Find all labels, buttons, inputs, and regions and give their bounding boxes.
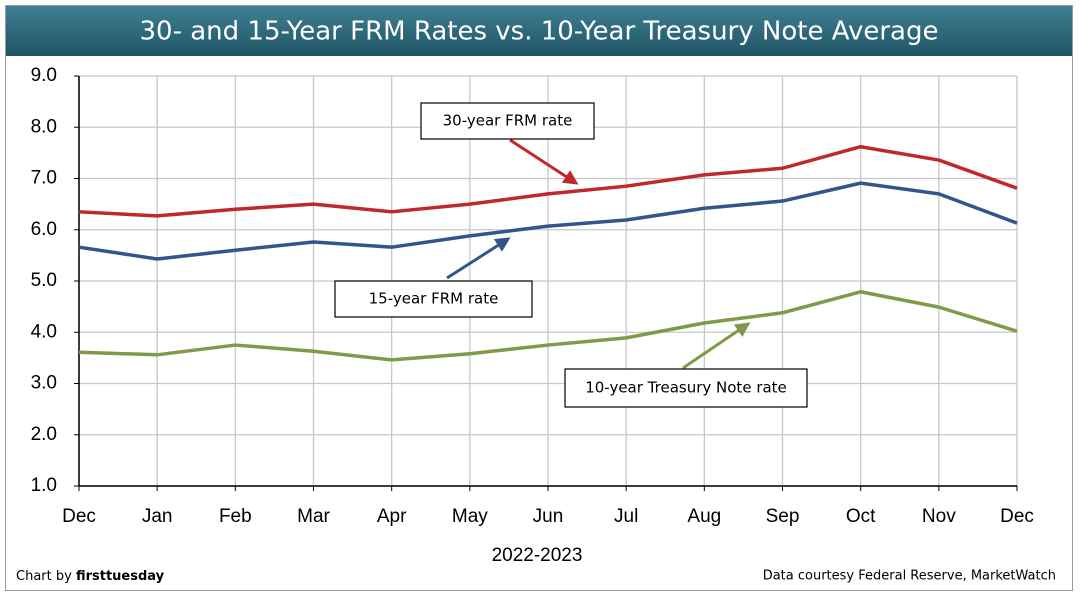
chart-title: 30- and 15-Year FRM Rates vs. 10-Year Tr… (140, 17, 939, 47)
callout-arrow (446, 237, 511, 280)
series-line (78, 181, 1018, 261)
y-tick-label: 9.0 (31, 65, 57, 86)
callout-arrow (509, 138, 579, 185)
x-tick-label: Jul (614, 506, 638, 527)
callout-box (420, 102, 595, 140)
series-line (78, 144, 1018, 218)
y-tick-label: 8.0 (31, 116, 57, 137)
x-tick-label: Mar (297, 506, 330, 527)
x-tick-label: Sep (766, 506, 800, 527)
x-tick-label: Nov (922, 506, 956, 527)
y-tick-label: 5.0 (31, 270, 57, 291)
callout-label: 10-year Treasury Note rate (585, 379, 787, 397)
credit-prefix: Chart by (16, 569, 72, 584)
x-tick-label: Aug (687, 506, 721, 527)
x-axis-label: 2022-2023 (492, 545, 583, 566)
callout-arrow (682, 322, 751, 370)
series-line (78, 290, 1018, 362)
y-tick-label: 6.0 (31, 219, 57, 240)
y-tick-label: 7.0 (31, 168, 57, 189)
callout-label: 15-year FRM rate (369, 290, 499, 308)
callout-box (564, 368, 808, 408)
credit-name: firsttuesday (76, 569, 165, 584)
y-tick-label: 4.0 (31, 321, 57, 342)
frame (5, 5, 1073, 591)
x-tick-label: May (452, 506, 488, 527)
y-tick-label: 1.0 (31, 475, 57, 496)
x-tick-label: Dec (62, 506, 96, 527)
x-tick-label: Oct (846, 506, 876, 527)
x-tick-label: Apr (377, 506, 407, 527)
x-tick-label: Feb (219, 506, 252, 527)
source: Data courtesy Federal Reserve, MarketWat… (763, 569, 1056, 584)
callout-label: 30-year FRM rate (443, 112, 573, 130)
title-bar (6, 6, 1072, 56)
x-tick-label: Dec (1000, 506, 1034, 527)
y-tick-label: 3.0 (31, 373, 57, 394)
y-tick-label: 2.0 (31, 424, 57, 445)
x-tick-label: Jun (533, 506, 564, 527)
callout-box (334, 280, 533, 318)
credit: Chart by firsttuesday (16, 569, 165, 584)
x-tick-label: Jan (142, 506, 173, 527)
